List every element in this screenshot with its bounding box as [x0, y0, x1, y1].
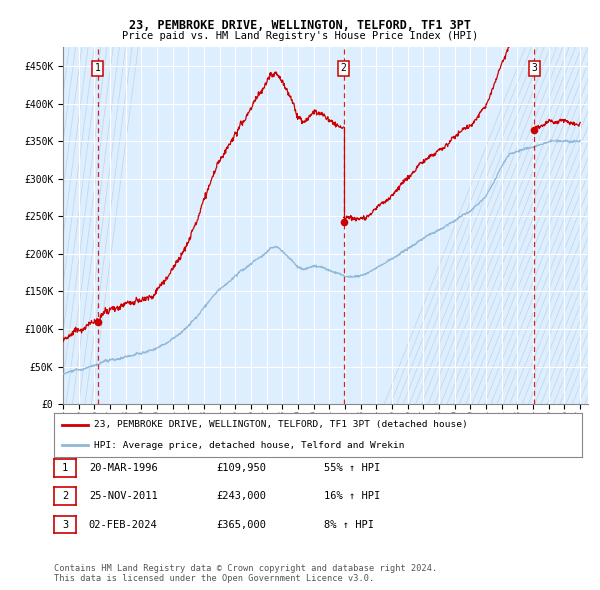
Text: 3: 3 [532, 63, 538, 73]
Text: 8% ↑ HPI: 8% ↑ HPI [324, 520, 374, 529]
Text: Price paid vs. HM Land Registry's House Price Index (HPI): Price paid vs. HM Land Registry's House … [122, 31, 478, 41]
Text: 23, PEMBROKE DRIVE, WELLINGTON, TELFORD, TF1 3PT (detached house): 23, PEMBROKE DRIVE, WELLINGTON, TELFORD,… [94, 421, 467, 430]
Text: £109,950: £109,950 [216, 463, 266, 473]
Text: 3: 3 [62, 520, 68, 529]
Text: 1: 1 [62, 463, 68, 473]
Text: 20-MAR-1996: 20-MAR-1996 [89, 463, 158, 473]
Text: £365,000: £365,000 [216, 520, 266, 529]
Text: Contains HM Land Registry data © Crown copyright and database right 2024.
This d: Contains HM Land Registry data © Crown c… [54, 563, 437, 583]
Text: 2: 2 [62, 491, 68, 501]
Text: 1: 1 [95, 63, 101, 73]
Text: 55% ↑ HPI: 55% ↑ HPI [324, 463, 380, 473]
Text: 2: 2 [341, 63, 346, 73]
Text: 25-NOV-2011: 25-NOV-2011 [89, 491, 158, 501]
Text: HPI: Average price, detached house, Telford and Wrekin: HPI: Average price, detached house, Telf… [94, 441, 404, 450]
Text: 16% ↑ HPI: 16% ↑ HPI [324, 491, 380, 501]
Text: 23, PEMBROKE DRIVE, WELLINGTON, TELFORD, TF1 3PT: 23, PEMBROKE DRIVE, WELLINGTON, TELFORD,… [129, 19, 471, 32]
Text: 02-FEB-2024: 02-FEB-2024 [89, 520, 158, 529]
Text: £243,000: £243,000 [216, 491, 266, 501]
